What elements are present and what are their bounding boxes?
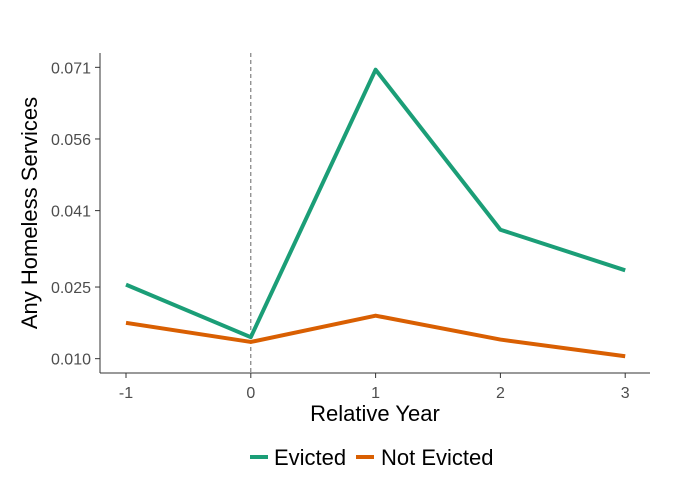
x-ticks: -1 0 1 2 3	[119, 373, 630, 402]
x-tick-label: 0	[246, 385, 255, 402]
y-tick-label: 0.071	[51, 60, 91, 77]
y-axis-title: Any Homeless Services	[17, 97, 42, 329]
legend: Evicted Not Evicted	[250, 445, 494, 470]
x-axis-title: Relative Year	[310, 401, 440, 426]
legend-label-evicted: Evicted	[274, 445, 346, 470]
axes	[99, 53, 650, 374]
legend-label-not-evicted: Not Evicted	[381, 445, 494, 470]
series-lines	[125, 67, 626, 359]
x-tick-label: 3	[621, 385, 630, 402]
y-ticks: 0.010 0.025 0.041 0.056 0.071	[51, 60, 100, 369]
y-tick-label: 0.056	[51, 132, 91, 149]
x-tick-label: 2	[496, 385, 505, 402]
x-tick-label: 1	[371, 385, 380, 402]
series-line-not-evicted	[125, 313, 626, 359]
y-tick-label: 0.025	[51, 280, 91, 297]
y-tick-label: 0.010	[51, 352, 91, 369]
series-line-evicted	[125, 67, 626, 340]
y-tick-label: 0.041	[51, 204, 91, 221]
x-tick-label: -1	[119, 385, 133, 402]
